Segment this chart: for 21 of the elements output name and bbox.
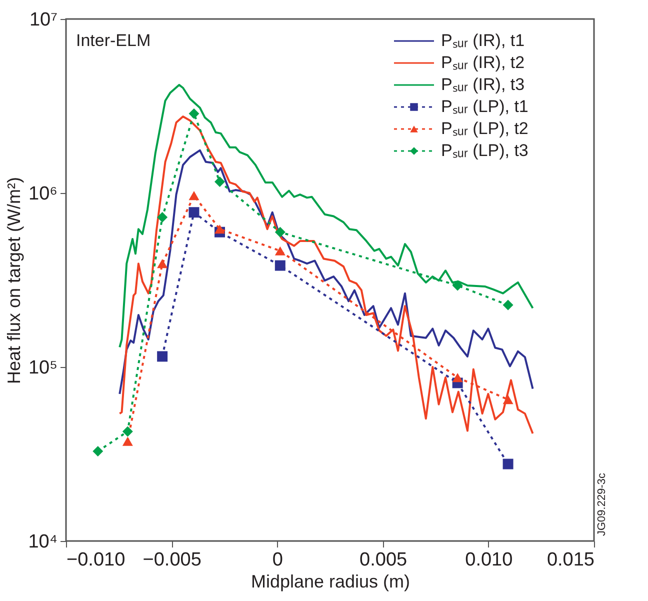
x-tick-label: 0 <box>272 550 283 570</box>
legend-label: Pₛᵤᵣ (LP), t1 <box>441 97 528 116</box>
legend-label: Pₛᵤᵣ (IR), t1 <box>441 31 525 50</box>
x-tick-label: −0.010 <box>66 550 126 570</box>
y-tick-label: 10⁴ <box>28 532 58 552</box>
x-axis-title: Midplane radius (m) <box>250 572 410 592</box>
text: JG09.229-3c <box>596 472 608 536</box>
x-tick-label: 0.010 <box>465 550 513 570</box>
legend-label: Pₛᵤᵣ (IR), t2 <box>441 53 525 72</box>
x-tick-label: −0.005 <box>142 550 202 570</box>
legend-label: Pₛᵤᵣ (LP), t2 <box>441 119 528 138</box>
y-axis-title: Heat flux on target (W/m²) <box>4 176 24 384</box>
y-tick-label: 10⁷ <box>29 10 58 30</box>
legend-label: Pₛᵤᵣ (LP), t3 <box>441 141 528 160</box>
line-series <box>118 116 534 434</box>
legend-label: Pₛᵤᵣ (IR), t3 <box>441 75 525 94</box>
x-tick-label: 0.015 <box>546 550 594 570</box>
x-tick-label: 0.005 <box>360 550 408 570</box>
y-tick-label: 10⁵ <box>28 358 58 378</box>
annotation: Inter-ELM <box>76 31 151 50</box>
y-tick-label: 10⁶ <box>28 184 58 204</box>
